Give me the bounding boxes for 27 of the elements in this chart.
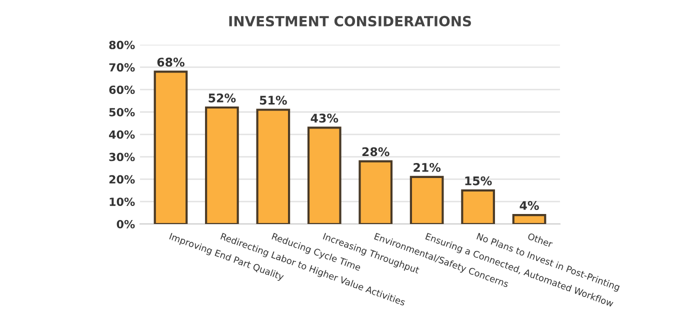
data-label: 51%	[260, 96, 287, 105]
y-tick-label: 50%	[109, 108, 135, 116]
y-tick-label: 30%	[109, 152, 135, 162]
y-tick-label: 10%	[110, 198, 135, 206]
data-label: 43%	[310, 114, 338, 123]
data-label: 52%	[208, 94, 236, 102]
y-tick-label: 40%	[109, 130, 135, 139]
y-tick-label: 20%	[109, 175, 135, 184]
data-label: 68%	[157, 58, 184, 67]
bar	[205, 106, 239, 224]
bar	[256, 108, 290, 224]
bar	[307, 126, 342, 224]
y-tick-label: 70%	[109, 63, 135, 72]
bar	[410, 176, 444, 224]
bar	[154, 70, 188, 224]
y-tick-label: 60%	[109, 86, 135, 94]
bar	[512, 214, 546, 224]
bar	[358, 160, 393, 224]
data-label: 15%	[465, 176, 492, 186]
data-label: 4%	[520, 201, 539, 210]
bar	[461, 189, 495, 224]
y-tick-label: 80%	[109, 40, 135, 50]
data-label: 28%	[362, 147, 390, 156]
y-tick-label: 0%	[116, 220, 135, 228]
data-label: 21%	[414, 162, 441, 172]
chart-title: INVESTMENT CONSIDERATIONS	[229, 16, 471, 26]
x-tick-label: Other	[527, 232, 554, 248]
